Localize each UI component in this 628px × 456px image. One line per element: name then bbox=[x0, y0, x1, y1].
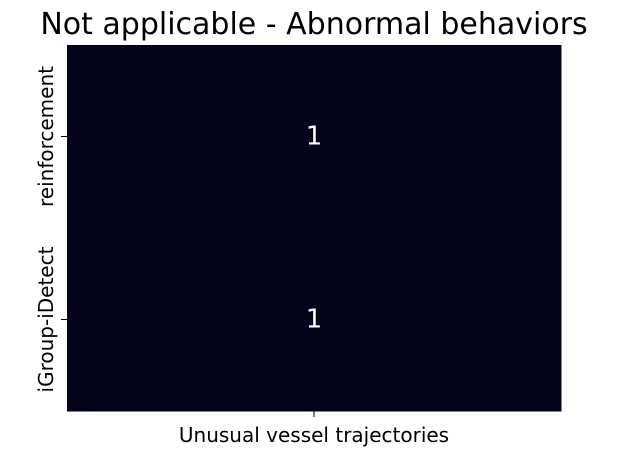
cell-value-label: 1 bbox=[306, 122, 323, 152]
y-tick-label: iGroup-iDetect bbox=[34, 246, 58, 392]
cell-value-label: 1 bbox=[306, 305, 323, 335]
chart-title: Not applicable - Abnormal behaviors bbox=[40, 7, 587, 42]
heatmap-cell bbox=[67, 45, 562, 229]
x-tick-label: Unusual vessel trajectories bbox=[179, 423, 449, 447]
y-axis: reinforcement iGroup-iDetect bbox=[34, 66, 67, 392]
x-axis: Unusual vessel trajectories bbox=[179, 411, 449, 447]
heatmap-cell bbox=[67, 228, 562, 412]
heatmap-cells: 11 bbox=[67, 45, 562, 412]
y-tick-label: reinforcement bbox=[34, 66, 58, 207]
